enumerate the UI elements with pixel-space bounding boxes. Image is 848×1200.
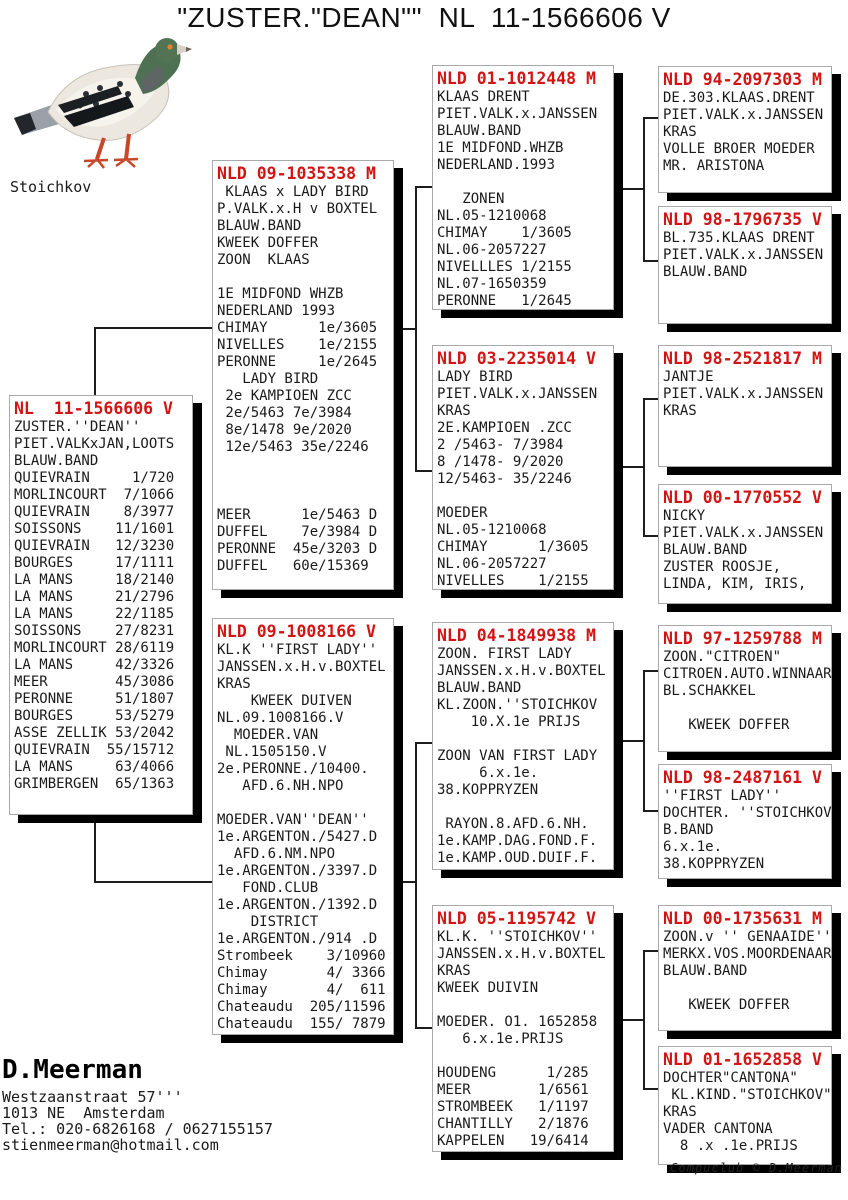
connector-line (643, 260, 659, 262)
pedigree-box-subject: NL 11-1566606 V ZUSTER.''DEAN'' PIET.VAL… (9, 395, 193, 815)
pedigree-text: LADY BIRD PIET.VALK.x.JANSSEN KRAS 2E.KA… (437, 369, 598, 589)
pedigree-box-dam: NLD 09-1008166 V KL.K ''FIRST LADY'' JAN… (212, 618, 394, 1035)
page-title: "ZUSTER."DEAN"" NL 11-1566606 V (177, 2, 671, 33)
owner-address-line2: 1013 NE Amsterdam (2, 1104, 165, 1122)
connector-line (643, 398, 659, 400)
ring-number: NLD 01-1012448 M (437, 69, 596, 88)
ring-number: NLD 00-1735631 M (663, 909, 822, 928)
connector-line (94, 327, 213, 329)
pedigree-text: BL.735.KLAAS DRENT PIET.VALK.x.JANSSEN B… (663, 230, 824, 280)
pedigree-box-dam-dam-dam: NLD 01-1652858 V DOCHTER"CANTONA" KL.KIN… (658, 1046, 832, 1165)
connector-line (415, 470, 433, 472)
connector-line (394, 881, 417, 883)
pigeon-head (155, 38, 179, 62)
pedigree-box-sire-sire: NLD 01-1012448 M KLAAS DRENT PIET.VALK.x… (432, 65, 614, 310)
connector-line (643, 950, 659, 952)
connector-line (643, 117, 645, 262)
connector-line (643, 398, 645, 537)
connector-line (643, 950, 645, 1090)
connector-line (394, 328, 417, 330)
pigeon-wingbar (64, 96, 134, 127)
ring-number: NLD 03-2235014 V (437, 349, 596, 368)
pedigree-box-sire-dam: NLD 03-2235014 V LADY BIRD PIET.VALK.x.J… (432, 345, 614, 590)
connector-line (94, 814, 96, 883)
pedigree-text: JANTJE PIET.VALK.x.JANSSEN KRAS (663, 369, 824, 419)
owner-name: D.Meerman (2, 1055, 143, 1085)
connector-line (415, 1027, 433, 1029)
owner-address-line1: Westzaanstraat 57''' (2, 1088, 183, 1106)
pedigree-text: KL.K ''FIRST LADY'' JANSSEN.x.H.v.BOXTEL… (217, 642, 386, 1032)
pigeon-beak (177, 44, 192, 55)
pedigree-box-dam-sire-sire: NLD 97-1259788 M ZOON."CITROEN" CITROEN.… (658, 625, 832, 752)
pedigree-text: KLAAS x LADY BIRD P.VALK.x.H v BOXTEL BL… (217, 184, 378, 574)
pedigree-box-sire-sire-sire: NLD 94-2097303 M DE.303.KLAAS.DRENT PIET… (658, 66, 832, 193)
pedigree-text: ''FIRST LADY'' DOCHTER. ''STOICHKOV B.BA… (663, 788, 832, 872)
pedigree-text: ZUSTER.''DEAN'' PIET.VALKxJAN,LOOTS BLAU… (14, 419, 175, 792)
ring-number: NLD 00-1770552 V (663, 488, 822, 507)
connector-line (643, 535, 659, 537)
ring-number: NLD 09-1008166 V (217, 622, 376, 641)
pigeon-photo (14, 38, 192, 169)
pedigree-box-sire-dam-sire: NLD 98-2521817 M JANTJE PIET.VALK.x.JANS… (658, 345, 832, 467)
pigeon-leg (95, 137, 106, 160)
pedigree-text: DE.303.KLAAS.DRENT PIET.VALK.x.JANSSEN K… (663, 90, 824, 174)
pedigree-box-dam-dam: NLD 05-1195742 V KL.K. ''STOICHKOV'' JAN… (432, 905, 614, 1152)
compuclub-credit: Compuclub © D.Meerman (670, 1161, 843, 1175)
ring-number: NL 11-1566606 V (14, 399, 173, 418)
pedigree-text: KLAAS DRENT PIET.VALK.x.JANSSEN BLAUW.BA… (437, 89, 598, 309)
pedigree-box-sire-dam-dam: NLD 00-1770552 V NICKY PIET.VALK.x.JANSS… (658, 484, 832, 604)
ring-number: NLD 98-2521817 M (663, 349, 822, 368)
owner-email: stienmeerman@hotmail.com (2, 1136, 219, 1154)
pedigree-text: ZOON."CITROEN" CITROEN.AUTO.WINNAAR BL.S… (663, 649, 832, 733)
connector-line (94, 327, 96, 396)
pedigree-box-dam-sire-dam: NLD 98-2487161 V ''FIRST LADY'' DOCHTER.… (658, 764, 832, 879)
connector-line (415, 742, 433, 744)
pedigree-text: ZOON. FIRST LADY JANSSEN.x.H.v.BOXTEL BL… (437, 646, 606, 866)
pedigree-text: KL.K. ''STOICHKOV'' JANSSEN.x.H.v.BOXTEL… (437, 929, 606, 1149)
connector-line (415, 186, 433, 188)
pedigree-text: DOCHTER"CANTONA" KL.KIND."STOICHKOV" KRA… (663, 1070, 832, 1154)
ring-number: NLD 98-1796735 V (663, 210, 822, 229)
pigeon-eye (167, 44, 173, 50)
connector-line (643, 117, 659, 119)
pedigree-box-sire-sire-dam: NLD 98-1796735 V BL.735.KLAAS DRENT PIET… (658, 206, 832, 324)
connector-line (614, 466, 645, 468)
connector-line (94, 881, 213, 883)
connector-line (643, 1088, 659, 1090)
pedigree-text: NICKY PIET.VALK.x.JANSSEN BLAUW.BAND ZUS… (663, 508, 824, 592)
ring-number: NLD 98-2487161 V (663, 768, 822, 787)
connector-line (614, 1019, 645, 1021)
ring-number: NLD 04-1849938 M (437, 626, 596, 645)
pedigree-box-dam-dam-sire: NLD 00-1735631 M ZOON.v '' GENAAIDE'' ME… (658, 905, 832, 1031)
ring-number: NLD 97-1259788 M (663, 629, 822, 648)
ring-number: NLD 05-1195742 V (437, 909, 596, 928)
connector-line (643, 670, 659, 672)
ring-number: NLD 01-1652858 V (663, 1050, 822, 1069)
ring-number: NLD 94-2097303 M (663, 70, 822, 89)
pedigree-text: ZOON.v '' GENAAIDE'' MERKX.VOS.MOORDENAA… (663, 929, 832, 1013)
connector-line (614, 740, 645, 742)
connector-line (643, 810, 659, 812)
connector-line (415, 742, 417, 1029)
connector-line (643, 670, 645, 812)
owner-phone: Tel.: 020-6826168 / 0627155157 (2, 1120, 273, 1138)
connector-line (415, 186, 417, 472)
connector-line (614, 188, 645, 190)
pigeon-name-label: Stoichkov (10, 178, 92, 196)
pedigree-box-sire: NLD 09-1035338 M KLAAS x LADY BIRD P.VAL… (212, 160, 394, 590)
ring-number: NLD 09-1035338 M (217, 164, 376, 183)
pedigree-box-dam-sire: NLD 04-1849938 M ZOON. FIRST LADY JANSSE… (432, 622, 614, 870)
